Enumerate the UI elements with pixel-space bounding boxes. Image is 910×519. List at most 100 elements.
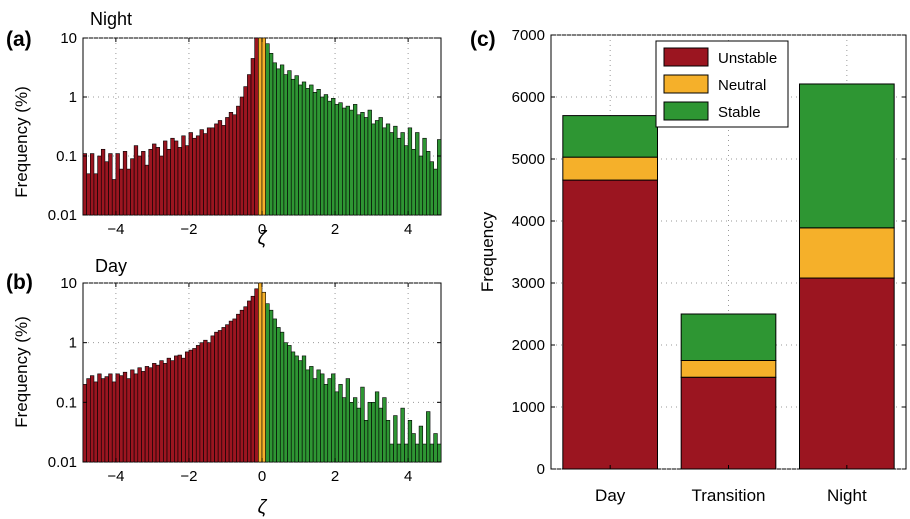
histogram-bar	[199, 342, 204, 463]
histogram-bar	[378, 117, 383, 216]
x-tick-label: Day	[595, 486, 626, 505]
x-tick-label: 2	[331, 468, 339, 485]
histogram-bar	[141, 371, 146, 463]
y-tick-label: 0.01	[48, 454, 77, 471]
histogram-bar	[367, 402, 372, 463]
histogram-bar	[312, 378, 318, 463]
histogram-bar	[426, 151, 431, 216]
x-tick-label: 0	[258, 468, 266, 485]
histogram-bar	[93, 381, 98, 463]
histogram-bar	[294, 75, 299, 216]
histogram-bar	[360, 112, 365, 216]
histogram-bar	[407, 127, 413, 216]
legend-label-neutral: Neutral	[718, 77, 766, 94]
y-tick-label: 0	[537, 461, 545, 478]
stacked-bar-segment	[562, 179, 658, 470]
stacked-bar-segment	[799, 83, 895, 229]
histogram-bar	[356, 114, 361, 216]
histogram-bar	[163, 363, 168, 463]
histogram-bar	[429, 161, 434, 216]
stacked-bar-segment	[562, 115, 658, 158]
histogram-bar	[301, 355, 307, 463]
panel-b: (b) Day Frequency (%) −4 −2 0 2 40.010.1110 …	[6, 256, 442, 518]
histogram-bar	[298, 360, 303, 463]
x-tick-label: 0	[258, 221, 266, 238]
histogram-bar	[356, 407, 361, 463]
histogram-bar	[261, 291, 266, 463]
histogram-bar	[272, 318, 277, 463]
histogram-bar	[261, 37, 266, 216]
histogram-bar	[404, 145, 409, 216]
histogram-bar	[133, 373, 139, 463]
histogram-bar	[133, 145, 139, 216]
histogram-bar	[437, 443, 442, 463]
x-tick-label: 2	[331, 221, 339, 238]
y-tick-label: 10	[60, 275, 77, 292]
stacked-bar-segment	[799, 227, 895, 279]
histogram-bar	[422, 137, 427, 216]
histogram-bar	[181, 357, 186, 463]
histogram-bar	[342, 107, 347, 216]
histogram-bar	[217, 120, 223, 216]
histogram-bar	[228, 112, 234, 216]
histogram-bar	[338, 102, 343, 216]
histogram-bar	[305, 88, 310, 216]
panel-a-title: Night	[90, 9, 132, 29]
histogram-bar	[334, 104, 340, 216]
histogram-bar	[119, 168, 124, 216]
panel-a-ylabel: Frequency (%)	[12, 86, 31, 197]
histogram-bar	[327, 378, 332, 463]
histogram-bar	[342, 397, 347, 463]
histogram-bar	[283, 342, 288, 463]
histogram-bar	[404, 443, 409, 463]
histogram-bar	[236, 105, 241, 216]
x-tick-label: −2	[180, 221, 197, 238]
histogram-bar	[385, 419, 391, 463]
histogram-bar	[192, 137, 197, 216]
panel-b-ylabel: Frequency (%)	[12, 316, 31, 427]
x-tick-label: Transition	[691, 486, 765, 505]
y-tick-label: 7000	[512, 27, 545, 44]
panel-c: (c) Frequency Day Transition Night 0 1000 200…	[470, 27, 907, 505]
x-tick-label: 4	[404, 221, 412, 238]
histogram-bar	[374, 391, 380, 463]
histogram-bar	[382, 127, 387, 216]
histogram-bar	[353, 104, 358, 216]
histogram-bar	[396, 443, 402, 463]
histogram-bar	[301, 81, 307, 216]
histogram-bar	[93, 173, 98, 216]
legend-swatch-stable	[663, 101, 709, 121]
histogram-bar	[163, 140, 168, 216]
y-tick-label: 2000	[512, 337, 545, 354]
histogram-bar	[232, 318, 237, 463]
histogram-bar	[250, 58, 255, 216]
histogram-bar	[243, 86, 248, 216]
histogram-bar	[437, 139, 442, 216]
histogram-bar	[159, 155, 164, 216]
histogram-bar	[159, 360, 164, 463]
histogram-bar	[290, 78, 296, 216]
histogram-bar	[415, 132, 420, 216]
histogram-bar	[221, 327, 226, 463]
histogram-bar	[166, 357, 171, 463]
histogram-bar	[225, 117, 230, 216]
histogram-bar	[122, 371, 128, 463]
histogram-bar	[90, 153, 95, 216]
panel-a: (a) Night Frequency (%) −4 −2 0 2 4 0.01 0.1 1 1…	[6, 9, 442, 249]
histogram-bar	[126, 378, 131, 463]
histogram-bar	[254, 37, 259, 216]
stacked-bar-segment	[562, 156, 658, 181]
histogram-bar	[265, 303, 270, 463]
histogram-bar	[323, 94, 329, 216]
x-tick-label: 4	[404, 468, 412, 485]
panel-c-label: (c)	[470, 28, 496, 51]
histogram-bar	[247, 300, 252, 463]
histogram-bar	[243, 306, 248, 463]
histogram-bar	[433, 168, 438, 216]
histogram-bar	[393, 415, 398, 463]
stacked-bar-segment	[680, 376, 777, 470]
histogram-bar	[290, 351, 296, 463]
legend-swatch-unstable	[663, 47, 709, 67]
histogram-bar	[396, 137, 402, 216]
